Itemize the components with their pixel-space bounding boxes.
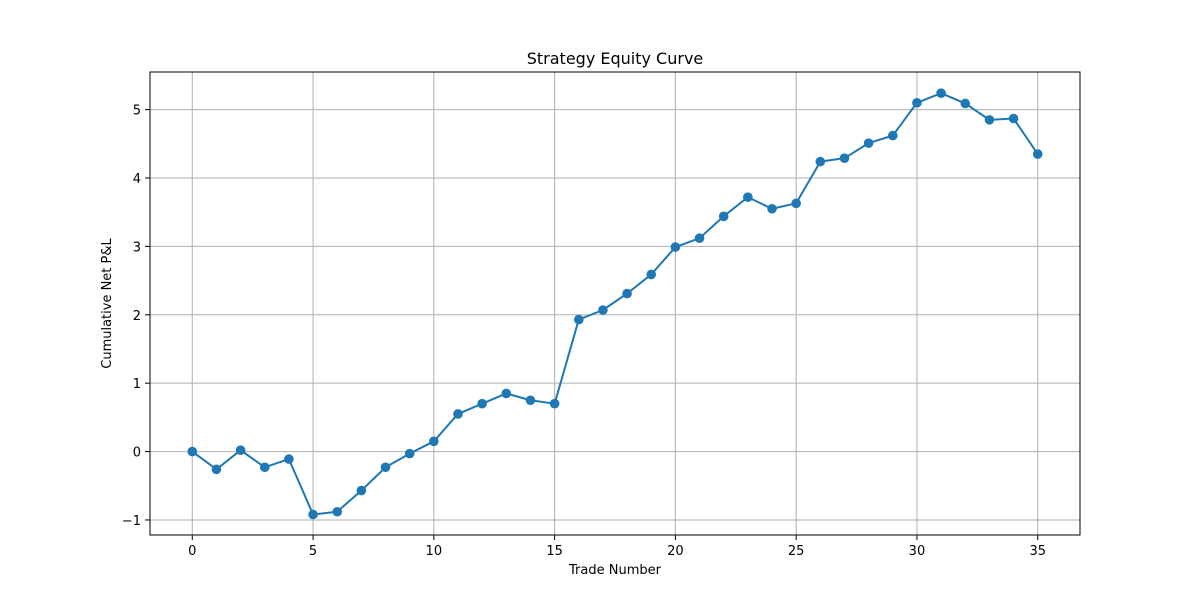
data-point — [622, 288, 632, 299]
y-tick-label: 5 — [133, 104, 141, 119]
data-point — [863, 138, 874, 148]
data-point — [308, 509, 318, 520]
x-tick-label: 0 — [188, 544, 196, 559]
data-point — [718, 211, 729, 222]
data-point — [259, 462, 270, 473]
data-point — [525, 395, 536, 406]
y-tick-label: −1 — [122, 514, 141, 529]
x-tick-label: 25 — [788, 544, 805, 559]
data-point — [211, 464, 222, 475]
x-tick-label: 15 — [546, 544, 563, 559]
y-tick-label: 3 — [133, 240, 141, 255]
data-point — [912, 97, 922, 108]
chart-title: Strategy Equity Curve — [527, 49, 704, 68]
data-point — [791, 198, 801, 209]
data-point — [767, 203, 777, 214]
data-point — [1008, 113, 1019, 124]
data-point — [743, 192, 753, 202]
x-axis-label: Trade Number — [568, 563, 662, 578]
series-layer — [187, 88, 1043, 520]
data-point — [380, 462, 391, 473]
data-point — [332, 506, 343, 517]
plot-frame — [149, 71, 1081, 536]
x-tick-label: 20 — [667, 544, 684, 559]
y-tick-label: 0 — [133, 446, 141, 461]
x-tick-label: 5 — [309, 544, 317, 559]
data-point — [549, 398, 560, 409]
data-point — [573, 314, 584, 325]
y-tick-label: 2 — [133, 309, 141, 324]
ticks: 0 5 10 15 20 25 30 35 −1 0 1 2 3 4 5 — [122, 104, 1046, 559]
data-point — [984, 115, 995, 125]
y-tick-label: 4 — [133, 172, 141, 187]
data-point — [839, 153, 850, 163]
data-point — [477, 398, 487, 409]
data-point — [815, 156, 826, 167]
data-point — [960, 98, 971, 109]
data-point — [1032, 149, 1043, 159]
data-point — [598, 305, 608, 315]
x-tick-label: 30 — [909, 544, 926, 559]
data-point — [646, 269, 657, 280]
data-point — [187, 446, 198, 457]
data-point — [235, 445, 246, 456]
grid — [150, 72, 1080, 535]
data-point — [887, 130, 898, 141]
data-point — [694, 233, 705, 243]
data-point — [453, 409, 463, 419]
y-tick-label: 1 — [133, 377, 141, 392]
data-point — [501, 388, 512, 399]
data-point — [936, 88, 946, 98]
data-point — [356, 485, 367, 496]
x-tick-label: 10 — [426, 544, 443, 559]
x-tick-label: 35 — [1029, 544, 1046, 559]
data-point — [670, 242, 681, 252]
y-axis-label: Cumulative Net P&L — [100, 237, 115, 368]
data-point — [404, 448, 415, 459]
data-point — [284, 454, 294, 464]
data-point — [429, 436, 439, 447]
